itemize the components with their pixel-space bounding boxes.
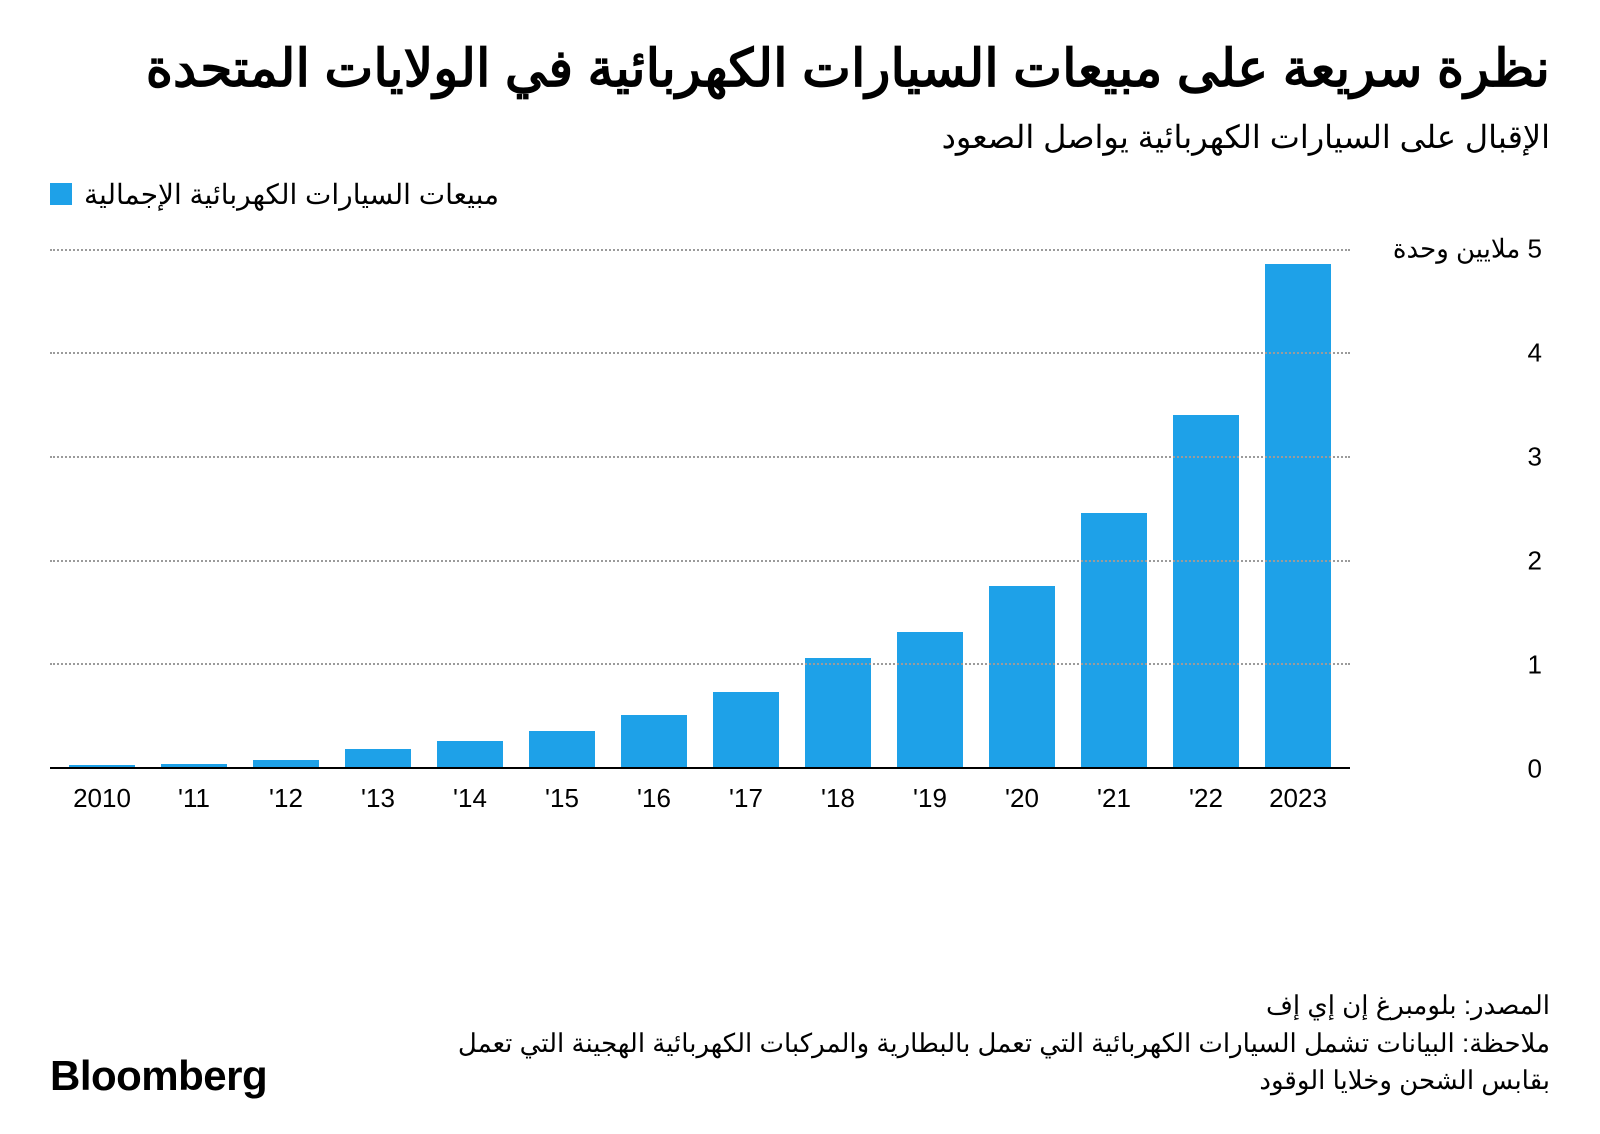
- legend: مبيعات السيارات الكهربائية الإجمالية: [50, 178, 1550, 211]
- x-tick-label: '14: [424, 783, 516, 814]
- bar-slot: [884, 249, 976, 767]
- chart-title: نظرة سريعة على مبيعات السيارات الكهربائي…: [50, 40, 1550, 100]
- x-tick-label: '15: [516, 783, 608, 814]
- x-tick-label: '19: [884, 783, 976, 814]
- x-tick-label: '11: [148, 783, 240, 814]
- bar: [805, 658, 871, 767]
- bar: [989, 586, 1055, 767]
- bar: [69, 765, 135, 767]
- bar-slot: [700, 249, 792, 767]
- chart-subtitle: الإقبال على السيارات الكهربائية يواصل ال…: [50, 118, 1550, 156]
- bar-slot: [148, 249, 240, 767]
- bar-slot: [1160, 249, 1252, 767]
- y-tick-label: 1: [1350, 649, 1550, 680]
- bar: [1265, 264, 1331, 766]
- legend-label: مبيعات السيارات الكهربائية الإجمالية: [84, 178, 499, 211]
- x-tick-label: '12: [240, 783, 332, 814]
- x-axis: 2010'11'12'13'14'15'16'17'18'19'20'21'22…: [50, 769, 1550, 814]
- bars-container: [50, 249, 1350, 767]
- y-tick-label: 2: [1350, 545, 1550, 576]
- x-tick-label: 2010: [56, 783, 148, 814]
- x-tick-label: '21: [1068, 783, 1160, 814]
- bar-slot: [976, 249, 1068, 767]
- bar: [345, 749, 411, 767]
- note-line: ملاحظة: البيانات تشمل السيارات الكهربائي…: [450, 1025, 1550, 1100]
- bar: [713, 692, 779, 767]
- bar-slot: [56, 249, 148, 767]
- plot-area: [50, 249, 1350, 769]
- bar-slot: [424, 249, 516, 767]
- gridline: [50, 352, 1350, 354]
- chart: 5 ملايين وحدة43210 2010'11'12'13'14'15'1…: [50, 249, 1550, 814]
- y-tick-label: 0: [1350, 753, 1550, 784]
- source-line: المصدر: بلومبرغ إن إي إف: [450, 987, 1550, 1025]
- x-tick-label: '18: [792, 783, 884, 814]
- x-tick-label: '17: [700, 783, 792, 814]
- bar-slot: [332, 249, 424, 767]
- chart-footer: Bloomberg المصدر: بلومبرغ إن إي إف ملاحظ…: [50, 987, 1550, 1100]
- bar-slot: [240, 249, 332, 767]
- bar: [437, 741, 503, 767]
- y-axis: 5 ملايين وحدة43210: [1350, 249, 1550, 769]
- y-tick-label: 4: [1350, 337, 1550, 368]
- bar: [897, 632, 963, 767]
- bar: [621, 715, 687, 767]
- footer-text: المصدر: بلومبرغ إن إي إف ملاحظة: البيانا…: [450, 987, 1550, 1100]
- x-tick-label: '16: [608, 783, 700, 814]
- gridline: [50, 456, 1350, 458]
- bar-slot: [608, 249, 700, 767]
- x-tick-label: '20: [976, 783, 1068, 814]
- x-tick-label: 2023: [1252, 783, 1344, 814]
- bar: [529, 731, 595, 767]
- bar: [1081, 513, 1147, 767]
- x-tick-label: '22: [1160, 783, 1252, 814]
- gridline: [50, 249, 1350, 251]
- bar: [1173, 415, 1239, 767]
- gridline: [50, 663, 1350, 665]
- bar: [253, 760, 319, 767]
- x-tick-label: '13: [332, 783, 424, 814]
- legend-swatch: [50, 183, 72, 205]
- y-tick-label: 3: [1350, 441, 1550, 472]
- brand-logo: Bloomberg: [50, 1052, 267, 1100]
- bar: [161, 764, 227, 767]
- bar-slot: [516, 249, 608, 767]
- bar-slot: [1068, 249, 1160, 767]
- gridline: [50, 560, 1350, 562]
- y-tick-label: 5 ملايين وحدة: [1350, 233, 1550, 264]
- bar-slot: [1252, 249, 1344, 767]
- bar-slot: [792, 249, 884, 767]
